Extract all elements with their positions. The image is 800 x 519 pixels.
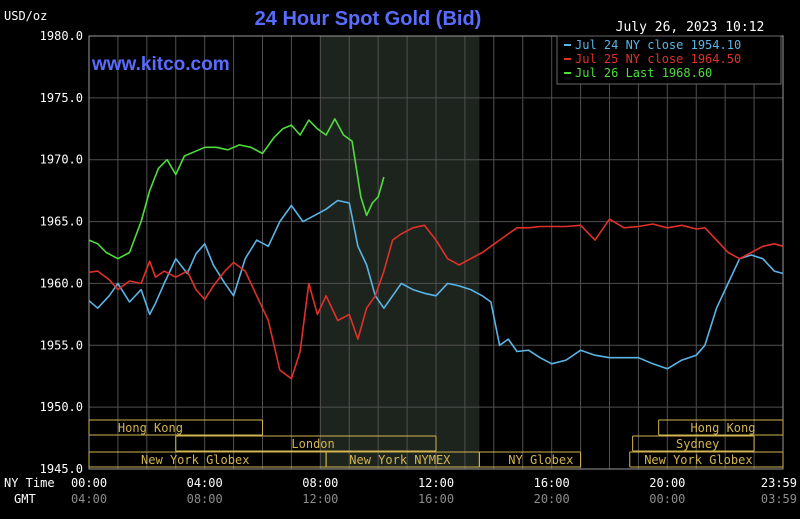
y-tick-label: 1980.0 <box>40 29 83 43</box>
session-label: Hong Kong <box>118 421 183 435</box>
session-label: Hong Kong <box>690 421 755 435</box>
y-tick-label: 1975.0 <box>40 91 83 105</box>
legend-entry: Jul 25 NY close 1964.50 <box>575 52 741 66</box>
x-tick-label-gmt: 04:00 <box>71 492 107 506</box>
x-tick-label-gmt: 03:59 <box>761 492 797 506</box>
session-label: New York NYMEX <box>349 453 451 467</box>
session-label: New York Globex <box>141 453 249 467</box>
x-tick-label-ny: 16:00 <box>534 476 570 490</box>
x-tick-label-ny: 00:00 <box>71 476 107 490</box>
y-axis-label: USD/oz <box>4 9 47 23</box>
ny-time-label: NY Time <box>4 476 55 490</box>
plot-frame <box>88 35 784 470</box>
price-line-series-1 <box>88 199 784 370</box>
x-tick-label-gmt: 20:00 <box>534 492 570 506</box>
x-tick-label-ny: 04:00 <box>187 476 223 490</box>
x-tick-label-gmt: 16:00 <box>418 492 454 506</box>
y-tick-label: 1960.0 <box>40 276 83 290</box>
chart-title: 24 Hour Spot Gold (Bid) <box>255 8 482 30</box>
price-line-series-2 <box>88 218 784 380</box>
session-label: London <box>291 437 334 451</box>
session-label: NY Globex <box>508 453 573 467</box>
x-tick-label-gmt: 00:00 <box>649 492 685 506</box>
kitco-watermark: www.kitco.com <box>91 54 230 75</box>
session-label: New York Globex <box>644 453 752 467</box>
chart-timestamp: July 26, 2023 10:12 <box>616 20 765 35</box>
gmt-label: GMT <box>14 492 36 506</box>
x-tick-label-ny: 20:00 <box>649 476 685 490</box>
x-tick-label-ny: 23:59 <box>761 476 797 490</box>
price-line-series-3 <box>88 118 385 260</box>
x-tick-label-gmt: 12:00 <box>302 492 338 506</box>
legend-entry: Jul 24 NY close 1954.10 <box>575 38 741 52</box>
legend-entry: Jul 26 Last 1968.60 <box>575 66 712 80</box>
x-tick-label-ny: 08:00 <box>302 476 338 490</box>
nymex-session-band <box>320 36 480 469</box>
y-tick-label: 1945.0 <box>40 462 83 476</box>
y-tick-label: 1965.0 <box>40 215 83 229</box>
y-tick-label: 1970.0 <box>40 153 83 167</box>
y-tick-label: 1950.0 <box>40 400 83 414</box>
legend-box <box>556 35 782 85</box>
y-tick-label: 1955.0 <box>40 338 83 352</box>
session-label: Sydney <box>676 437 719 451</box>
x-tick-label-gmt: 08:00 <box>187 492 223 506</box>
x-tick-label-ny: 12:00 <box>418 476 454 490</box>
